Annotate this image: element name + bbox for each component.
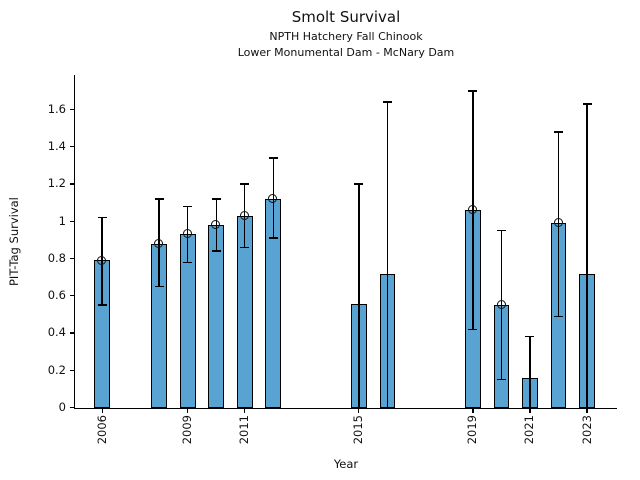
x-axis-label: Year bbox=[333, 457, 359, 471]
error-cap-high-2020 bbox=[496, 229, 506, 232]
x-tick-2015 bbox=[358, 408, 360, 413]
x-tick-label-2006: 2006 bbox=[94, 414, 109, 444]
error-cap-high-2009 bbox=[183, 205, 193, 207]
point-marker-2010 bbox=[211, 220, 221, 230]
bar-2010 bbox=[208, 224, 225, 409]
error-cap-high-2006 bbox=[97, 216, 107, 219]
error-cap-low-2009 bbox=[183, 261, 193, 263]
point-marker-2020 bbox=[496, 300, 506, 310]
error-bar-2021 bbox=[529, 336, 531, 408]
y-tick-1.6 bbox=[70, 108, 74, 111]
point-marker-2022 bbox=[553, 218, 563, 228]
error-cap-low-2012 bbox=[268, 237, 278, 239]
x-tick-2006 bbox=[101, 408, 103, 413]
y-tick-1.2 bbox=[70, 183, 74, 185]
error-cap-high-2022 bbox=[554, 131, 564, 133]
x-tick-label-2011: 2011 bbox=[237, 414, 252, 444]
y-tick-label-0.4: 0.4 bbox=[47, 325, 66, 340]
x-tick-2023 bbox=[586, 408, 588, 413]
x-tick-2009 bbox=[187, 408, 189, 413]
y-tick-0.2 bbox=[70, 369, 74, 371]
y-tick-label-0.2: 0.2 bbox=[47, 362, 66, 377]
y-tick-1.4 bbox=[70, 146, 74, 148]
error-cap-low-2010 bbox=[211, 250, 221, 252]
point-marker-2009 bbox=[182, 229, 192, 239]
error-cap-high-2021 bbox=[525, 336, 535, 338]
y-tick-label-0: 0 bbox=[58, 400, 66, 414]
error-cap-low-2011 bbox=[240, 246, 250, 248]
point-marker-2006 bbox=[97, 255, 107, 265]
error-cap-high-2010 bbox=[211, 198, 221, 200]
x-axis-spine bbox=[74, 407, 617, 409]
y-tick-label-1: 1 bbox=[58, 213, 66, 228]
y-tick-0 bbox=[70, 406, 74, 409]
error-cap-low-2019 bbox=[468, 328, 478, 330]
chart-subtitle-line1: NPTH Hatchery Fall Chinook bbox=[269, 30, 423, 43]
error-cap-high-2008 bbox=[154, 198, 164, 200]
x-tick-2019 bbox=[472, 408, 474, 413]
x-tick-2011 bbox=[244, 408, 246, 413]
point-marker-2008 bbox=[154, 238, 164, 248]
chart-subtitle-line2: Lower Monumental Dam - McNary Dam bbox=[237, 46, 455, 59]
error-cap-high-2019 bbox=[468, 90, 478, 92]
y-tick-0.4 bbox=[70, 332, 74, 334]
y-axis-spine bbox=[74, 75, 76, 409]
y-tick-1 bbox=[70, 220, 74, 222]
error-cap-high-2012 bbox=[268, 157, 278, 159]
error-cap-low-2006 bbox=[97, 304, 107, 306]
error-bar-2023 bbox=[586, 103, 588, 408]
y-tick-0.8 bbox=[70, 257, 74, 260]
y-axis-label: PIT-Tag Survival bbox=[7, 197, 21, 286]
x-tick-label-2009: 2009 bbox=[180, 414, 195, 444]
x-tick-2021 bbox=[529, 408, 531, 413]
point-marker-2019 bbox=[468, 205, 478, 215]
y-tick-label-0.6: 0.6 bbox=[47, 288, 66, 303]
x-tick-label-2015: 2015 bbox=[351, 414, 366, 444]
error-cap-high-2011 bbox=[240, 183, 250, 185]
x-tick-label-2023: 2023 bbox=[579, 414, 594, 444]
x-tick-label-2021: 2021 bbox=[522, 414, 537, 444]
error-cap-high-2016 bbox=[382, 101, 392, 103]
error-cap-low-2008 bbox=[154, 285, 164, 288]
y-tick-0.6 bbox=[70, 295, 74, 297]
point-marker-2012 bbox=[268, 194, 278, 204]
error-bar-2015 bbox=[358, 183, 360, 408]
y-tick-label-0.8: 0.8 bbox=[47, 250, 66, 265]
point-marker-2011 bbox=[239, 210, 249, 220]
y-tick-label-1.4: 1.4 bbox=[47, 139, 66, 154]
x-tick-label-2019: 2019 bbox=[465, 414, 480, 444]
error-bar-2016 bbox=[386, 102, 389, 408]
chart-title: Smolt Survival bbox=[291, 8, 401, 26]
error-cap-high-2015 bbox=[354, 183, 364, 185]
error-cap-low-2022 bbox=[554, 315, 564, 317]
error-cap-high-2023 bbox=[582, 103, 592, 105]
y-tick-label-1.6: 1.6 bbox=[47, 101, 66, 116]
error-cap-low-2020 bbox=[496, 378, 506, 381]
y-tick-label-1.2: 1.2 bbox=[47, 176, 66, 191]
